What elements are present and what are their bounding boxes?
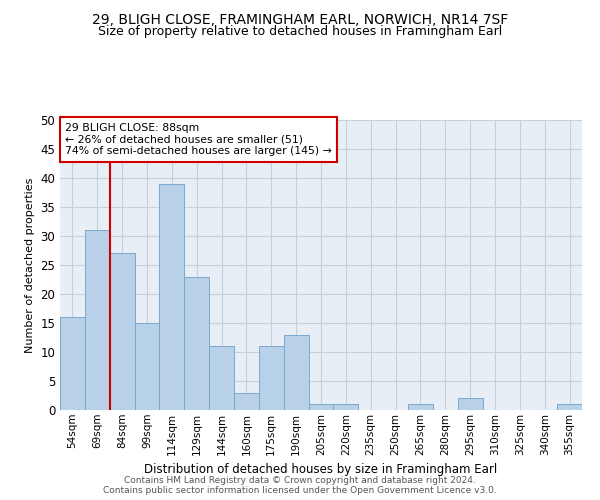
Text: Contains HM Land Registry data © Crown copyright and database right 2024.: Contains HM Land Registry data © Crown c…	[124, 476, 476, 485]
Bar	[557, 404, 582, 410]
Bar	[308, 404, 334, 410]
Bar	[209, 346, 234, 410]
Text: 29, BLIGH CLOSE, FRAMINGHAM EARL, NORWICH, NR14 7SF: 29, BLIGH CLOSE, FRAMINGHAM EARL, NORWIC…	[92, 12, 508, 26]
Bar	[334, 404, 358, 410]
Bar	[85, 230, 110, 410]
Text: 29 BLIGH CLOSE: 88sqm
← 26% of detached houses are smaller (51)
74% of semi-deta: 29 BLIGH CLOSE: 88sqm ← 26% of detached …	[65, 123, 332, 156]
Y-axis label: Number of detached properties: Number of detached properties	[25, 178, 35, 352]
Bar	[284, 334, 308, 410]
Bar	[259, 346, 284, 410]
Text: Contains public sector information licensed under the Open Government Licence v3: Contains public sector information licen…	[103, 486, 497, 495]
Bar	[60, 317, 85, 410]
Bar	[134, 323, 160, 410]
Bar	[408, 404, 433, 410]
Bar	[160, 184, 184, 410]
Bar	[184, 276, 209, 410]
Text: Size of property relative to detached houses in Framingham Earl: Size of property relative to detached ho…	[98, 25, 502, 38]
X-axis label: Distribution of detached houses by size in Framingham Earl: Distribution of detached houses by size …	[145, 463, 497, 476]
Bar	[458, 398, 482, 410]
Bar	[234, 392, 259, 410]
Bar	[110, 254, 134, 410]
